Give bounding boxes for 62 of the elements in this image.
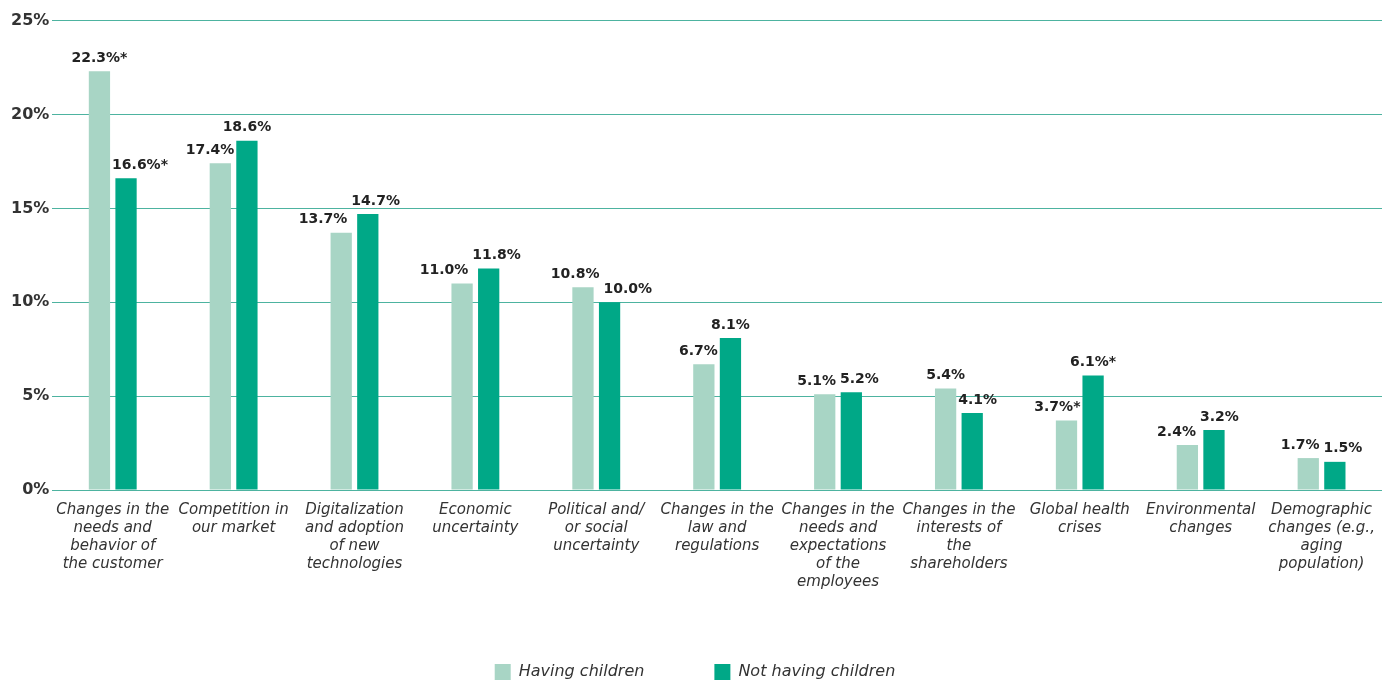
data-label: 6.7% <box>678 341 718 358</box>
x-tick-label: Political and/ or social uncertainty <box>548 499 647 554</box>
x-tick-label: Changes in the law and regulations <box>660 499 774 554</box>
y-tick-label: 0% <box>22 479 50 499</box>
bar <box>209 163 231 490</box>
data-label: 14.7% <box>351 191 400 208</box>
data-label: 22.3%* <box>71 48 129 65</box>
data-label: 10.0% <box>603 279 653 296</box>
data-label: 5.1% <box>797 371 837 388</box>
bar <box>814 394 836 490</box>
bar <box>934 388 957 490</box>
data-label: 11.0% <box>419 261 469 278</box>
bar <box>451 283 473 490</box>
x-tick-label: Global health crises <box>1029 499 1130 536</box>
data-label: 1.5% <box>1323 439 1363 456</box>
bar <box>236 140 258 490</box>
x-tick-label: Changes in the needs and behavior of the customer <box>56 499 170 572</box>
bar <box>1055 420 1078 490</box>
x-tick-label: Changes in the interests of the shareholders <box>902 499 1016 572</box>
x-tick-label: Digitalization and adoption of new technologies <box>304 499 405 572</box>
data-label: 18.6% <box>222 118 272 135</box>
data-label: 1.7% <box>1280 435 1320 452</box>
data-label: 11.8% <box>472 246 521 263</box>
x-tick-label: Environmental changes <box>1145 499 1257 536</box>
y-tick-label: 15% <box>11 197 50 217</box>
y-tick-label: 20% <box>11 103 50 123</box>
data-label: 8.1% <box>711 315 750 332</box>
data-label: 13.7% <box>298 210 348 227</box>
bar <box>572 287 594 490</box>
legend-label: Having children <box>518 661 645 681</box>
y-tick-label: 25% <box>11 9 50 29</box>
bar <box>115 178 137 490</box>
bar <box>1203 429 1225 490</box>
x-tick-label: Demographic changes (e.g., aging population) <box>1268 499 1375 572</box>
bar <box>1324 461 1346 490</box>
x-tick-label: Economic uncertainty <box>432 499 520 536</box>
bar <box>961 413 983 490</box>
legend-label: Not having children <box>738 661 896 681</box>
x-tick-label: Competition in our market <box>178 499 289 536</box>
y-tick-label: 10% <box>11 291 50 311</box>
data-label: 5.4% <box>926 366 966 383</box>
data-label: 2.4% <box>1157 422 1196 439</box>
data-label: 16.6%* <box>112 155 169 172</box>
data-label: 17.4% <box>185 140 235 157</box>
y-tick-label: 5% <box>22 385 50 405</box>
x-tick-label: Changes in the needs and expectations of the employees <box>781 499 895 590</box>
data-label: 10.8% <box>550 264 600 281</box>
data-label: 6.1%* <box>1070 353 1117 370</box>
data-label: 5.2% <box>840 370 879 387</box>
bar <box>88 71 111 490</box>
bar <box>598 302 621 490</box>
bar <box>1297 458 1319 490</box>
bar <box>840 392 862 490</box>
bar <box>693 364 715 490</box>
bar <box>357 213 379 490</box>
bar <box>478 268 500 490</box>
bar <box>1176 444 1199 490</box>
bar <box>330 232 352 490</box>
bar <box>1082 375 1104 490</box>
bar <box>719 337 742 490</box>
data-label: 3.7%* <box>1034 398 1082 415</box>
data-label: 3.2% <box>1199 407 1239 424</box>
